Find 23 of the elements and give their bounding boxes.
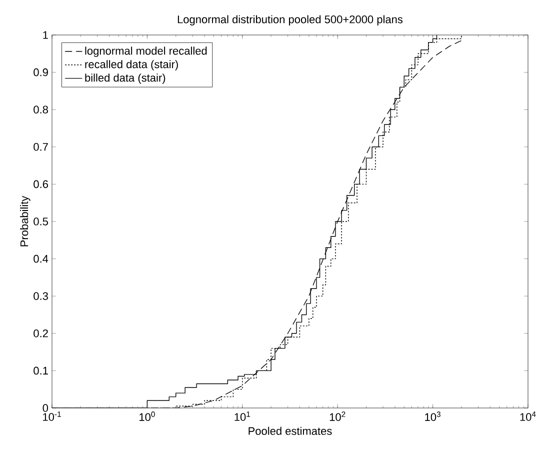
y-tick-label: 0.2 bbox=[34, 330, 48, 338]
y-tick-label: 0.1 bbox=[34, 366, 48, 375]
x-tick-label: 10$^{0}$ bbox=[140, 412, 155, 421]
x-tick-label: 10$^{3}$ bbox=[425, 412, 440, 421]
y-axis-title: Probability bbox=[20, 196, 30, 246]
y-tick-label: 0.7 bbox=[34, 143, 48, 151]
legend-label: billed data (stair) bbox=[85, 74, 166, 84]
legend-label: lognormal model recalled bbox=[85, 46, 207, 57]
x-tick-label: 10$^{-1}$ bbox=[43, 412, 61, 421]
x-axis-title: Pooled estimates bbox=[248, 426, 332, 435]
y-tick-label: 1 bbox=[43, 31, 48, 39]
y-tick-label: 0 bbox=[42, 404, 48, 412]
chart-title: Lognormal distribution pooled 500+2000 plans bbox=[178, 15, 403, 26]
y-tick-label: 0.8 bbox=[34, 106, 48, 114]
x-tick-label: 10$^{1}$ bbox=[234, 412, 250, 421]
y-tick-label: 0.6 bbox=[34, 180, 48, 188]
x-tick-label: 10$^{4}$ bbox=[520, 412, 536, 421]
y-tick-label: 0.9 bbox=[34, 68, 48, 76]
legend-label: recalled data (stair) bbox=[85, 60, 178, 70]
y-tick-label: 0.3 bbox=[34, 292, 48, 300]
x-tick-label: 10$^{2}$ bbox=[330, 412, 346, 421]
y-tick-label: 0.5 bbox=[34, 218, 48, 226]
y-tick-label: 0.4 bbox=[34, 254, 48, 263]
